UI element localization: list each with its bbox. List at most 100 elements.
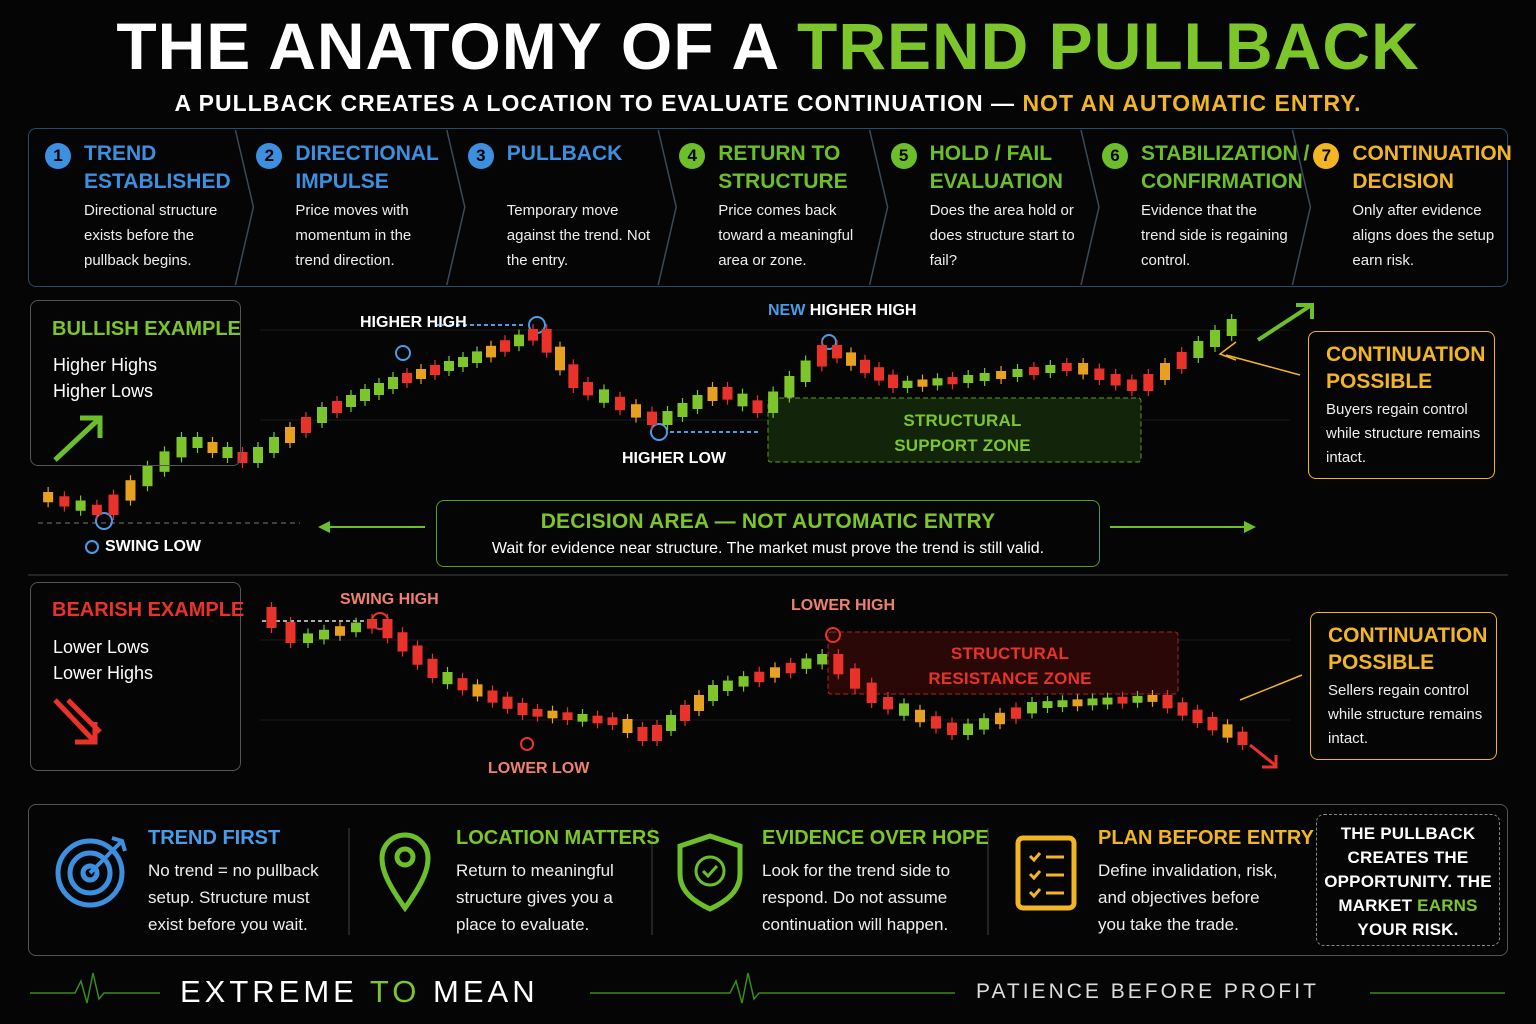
- candle: [346, 395, 356, 407]
- candle: [75, 500, 86, 511]
- candle: [680, 705, 690, 721]
- candle: [388, 377, 398, 389]
- resistance-zone: [827, 631, 1179, 695]
- candle: [1132, 695, 1143, 703]
- candle: [457, 678, 468, 691]
- step-number: 7: [1313, 143, 1340, 169]
- step-text: Does the area hold or does structure sta…: [929, 202, 1075, 269]
- step-title: TREND ESTABLISHED: [84, 142, 231, 193]
- bullish-title: BULLISH EXAMPLE: [52, 318, 241, 340]
- candle: [1078, 363, 1089, 375]
- candle: [637, 727, 648, 741]
- decision-box: [436, 500, 1100, 567]
- step-title: CONTINUATION DECISION: [1352, 142, 1512, 193]
- candle: [1193, 341, 1204, 358]
- chevron: [868, 129, 889, 286]
- chevron: [1291, 129, 1312, 286]
- decision-title: DECISION AREA — NOT AUTOMATIC ENTRY: [540, 510, 996, 533]
- label: LOWER HIGH: [791, 597, 895, 614]
- heartbeat: [30, 972, 160, 1004]
- step-title: DIRECTIONAL IMPULSE: [295, 142, 439, 193]
- candle: [622, 719, 633, 733]
- principle-text: No trend = no pullback setup. Structure …: [148, 861, 319, 934]
- candle: [541, 329, 552, 353]
- candle: [1177, 702, 1188, 716]
- candle: [59, 496, 70, 507]
- candle: [547, 710, 558, 719]
- chevron: [234, 129, 255, 286]
- candle: [1210, 330, 1220, 347]
- candle: [412, 645, 423, 665]
- candle: [532, 709, 543, 717]
- candle: [784, 376, 795, 398]
- bear-icon: [53, 698, 102, 745]
- decision-text: Wait for evidence near structure. The ma…: [491, 540, 1045, 557]
- line: Higher Lows: [53, 381, 154, 401]
- candle: [91, 504, 102, 515]
- candle: [592, 715, 603, 724]
- candle: [1027, 702, 1037, 714]
- candle: [722, 387, 733, 400]
- bearish-title: BEARISH EXAMPLE: [52, 599, 245, 621]
- principle-title: EVIDENCE OVER HOPE: [762, 827, 989, 849]
- callout: THE PULLBACK CREATES THE OPPORTUNITY. TH…: [1320, 822, 1496, 942]
- callout-text: THE PULLBACK CREATES THE OPPORTUNITY. TH…: [1324, 824, 1492, 915]
- step-text: Evidence that the trend side is regainin…: [1141, 202, 1288, 269]
- step-title: PULLBACK: [506, 142, 623, 165]
- candle: [568, 364, 579, 388]
- principle-title: PLAN BEFORE ENTRY: [1098, 827, 1314, 849]
- subtitle: A PULLBACK CREATES A LOCATION TO EVALUAT…: [0, 90, 1536, 117]
- candle: [43, 492, 54, 503]
- candle: [1143, 374, 1154, 391]
- candle: [816, 345, 827, 367]
- candle: [514, 334, 524, 347]
- candle: [785, 662, 796, 674]
- candle: [442, 672, 453, 685]
- candle: [1237, 731, 1248, 745]
- callout-text: YOUR RISK.: [1357, 920, 1459, 939]
- principle-title: TREND FIRST: [148, 827, 281, 849]
- candle: [1012, 369, 1023, 377]
- candle: [1110, 374, 1121, 386]
- candle: [652, 725, 662, 741]
- candle: [335, 626, 345, 636]
- candle: [979, 718, 989, 730]
- marker: [95, 512, 113, 530]
- candle: [752, 400, 763, 413]
- candle: [517, 702, 528, 715]
- candles: [43, 314, 1248, 750]
- step-number: 5: [890, 143, 917, 169]
- candle: [367, 619, 377, 629]
- marker: [650, 423, 668, 441]
- candle: [866, 682, 877, 703]
- steps-panel: [28, 128, 1508, 287]
- brand-text: EXTREME: [180, 974, 358, 1009]
- chevron: [1080, 129, 1100, 286]
- candle: [108, 494, 119, 515]
- candle: [317, 407, 327, 423]
- candle: [237, 452, 248, 463]
- candle: [458, 357, 468, 367]
- continuation-text: Buyers regain control while structure re…: [1326, 401, 1481, 466]
- callout-highlight: EARNS: [1417, 896, 1478, 915]
- candle: [562, 712, 573, 720]
- step-number: 6: [1102, 143, 1128, 169]
- candle: [430, 365, 440, 375]
- step-number: 3: [467, 143, 494, 169]
- bearish-box: [30, 582, 241, 771]
- support-zone: [767, 397, 1142, 463]
- candle: [427, 658, 438, 678]
- candle: [888, 374, 898, 388]
- candle: [1207, 717, 1218, 731]
- principle-text: Return to meaningful structure gives you…: [456, 861, 614, 934]
- bull-icon: [53, 415, 103, 462]
- candle: [666, 715, 676, 731]
- label: SWING LOW: [105, 538, 201, 555]
- up-arrow: [1256, 303, 1314, 342]
- candle: [707, 387, 718, 401]
- label: NEW: [768, 302, 806, 319]
- candle: [1126, 379, 1137, 391]
- label: HIGHER LOW: [622, 450, 726, 467]
- candle: [486, 345, 496, 358]
- arrow-head: [1244, 521, 1256, 533]
